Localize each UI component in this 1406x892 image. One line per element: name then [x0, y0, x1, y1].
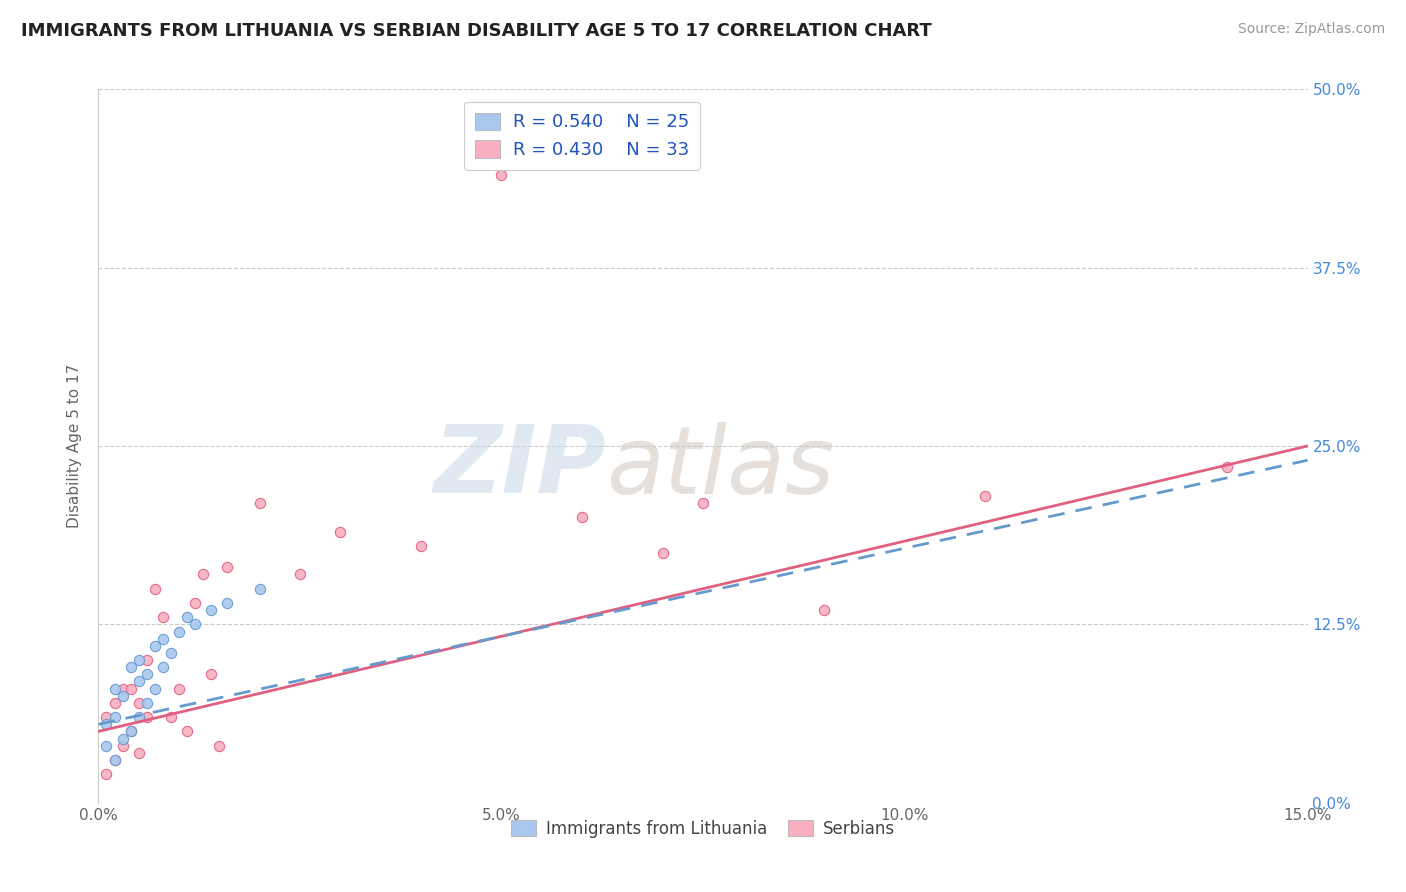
Point	[135, 653, 157, 667]
Point	[176, 724, 198, 739]
Point	[111, 681, 134, 696]
Point	[128, 710, 150, 724]
Text: atlas: atlas	[606, 422, 835, 513]
Point	[120, 724, 142, 739]
Point	[184, 596, 207, 610]
Point	[120, 681, 142, 696]
Point	[135, 710, 157, 724]
Point	[217, 596, 239, 610]
Point	[491, 168, 513, 182]
Point	[143, 681, 166, 696]
Point	[167, 624, 190, 639]
Point	[167, 681, 190, 696]
Point	[111, 731, 134, 746]
Point	[111, 739, 134, 753]
Text: ZIP: ZIP	[433, 421, 606, 514]
Point	[135, 696, 157, 710]
Point	[103, 710, 125, 724]
Point	[651, 546, 673, 560]
Point	[128, 746, 150, 760]
Point	[143, 582, 166, 596]
Point	[329, 524, 352, 539]
Point	[200, 667, 222, 681]
Point	[176, 610, 198, 624]
Text: IMMIGRANTS FROM LITHUANIA VS SERBIAN DISABILITY AGE 5 TO 17 CORRELATION CHART: IMMIGRANTS FROM LITHUANIA VS SERBIAN DIS…	[21, 22, 932, 40]
Point	[974, 489, 997, 503]
Point	[128, 674, 150, 689]
Point	[288, 567, 311, 582]
Point	[152, 610, 174, 624]
Point	[120, 660, 142, 674]
Point	[103, 753, 125, 767]
Point	[96, 717, 118, 731]
Point	[152, 632, 174, 646]
Point	[96, 767, 118, 781]
Point	[208, 739, 231, 753]
Y-axis label: Disability Age 5 to 17: Disability Age 5 to 17	[67, 364, 83, 528]
Point	[160, 646, 183, 660]
Point	[193, 567, 215, 582]
Point	[813, 603, 835, 617]
Point	[409, 539, 432, 553]
Point	[96, 710, 118, 724]
Point	[692, 496, 714, 510]
Point	[103, 753, 125, 767]
Point	[96, 739, 118, 753]
Point	[249, 496, 271, 510]
Point	[217, 560, 239, 574]
Point	[249, 582, 271, 596]
Point	[152, 660, 174, 674]
Point	[571, 510, 593, 524]
Point	[200, 603, 222, 617]
Point	[184, 617, 207, 632]
Point	[103, 681, 125, 696]
Point	[1216, 460, 1239, 475]
Point	[111, 689, 134, 703]
Point	[160, 710, 183, 724]
Text: Source: ZipAtlas.com: Source: ZipAtlas.com	[1237, 22, 1385, 37]
Legend: Immigrants from Lithuania, Serbians: Immigrants from Lithuania, Serbians	[505, 814, 901, 845]
Point	[143, 639, 166, 653]
Point	[120, 724, 142, 739]
Point	[135, 667, 157, 681]
Point	[128, 696, 150, 710]
Point	[128, 653, 150, 667]
Point	[103, 696, 125, 710]
